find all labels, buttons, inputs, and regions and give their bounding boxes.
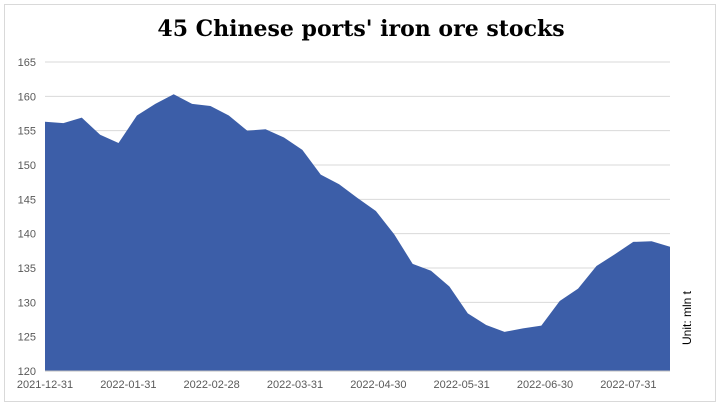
x-tick-label: 2022-01-31 bbox=[100, 379, 156, 391]
y-tick-label: 150 bbox=[18, 160, 36, 172]
x-tick-label: 2021-12-31 bbox=[17, 379, 73, 391]
x-tick-label: 2022-04-30 bbox=[350, 379, 406, 391]
x-tick-label: 2022-06-30 bbox=[517, 379, 573, 391]
chart-title: 45 Chinese ports' iron ore stocks bbox=[157, 16, 565, 42]
x-tick-label: 2022-05-31 bbox=[434, 379, 490, 391]
y-tick-label: 145 bbox=[18, 194, 36, 206]
y-tick-label: 125 bbox=[18, 332, 36, 344]
y-tick-label: 155 bbox=[18, 126, 36, 138]
y-tick-label: 165 bbox=[18, 57, 36, 69]
unit-label: Unit: mln t bbox=[680, 290, 694, 345]
y-tick-label: 135 bbox=[18, 263, 36, 275]
y-tick-label: 130 bbox=[18, 297, 36, 309]
y-tick-label: 160 bbox=[18, 91, 36, 103]
x-tick-label: 2022-07-31 bbox=[600, 379, 656, 391]
y-axis: 120 125 130 135 140 145 150 155 160 165 bbox=[18, 57, 36, 378]
y-tick-label: 140 bbox=[18, 229, 36, 241]
plot-area bbox=[45, 94, 670, 372]
series-area bbox=[45, 94, 670, 372]
y-tick-label: 120 bbox=[18, 366, 36, 378]
x-tick-label: 2022-03-31 bbox=[267, 379, 323, 391]
x-tick-label: 2022-02-28 bbox=[184, 379, 240, 391]
x-axis: 2021-12-31 2022-01-31 2022-02-28 2022-03-31… bbox=[17, 370, 670, 391]
